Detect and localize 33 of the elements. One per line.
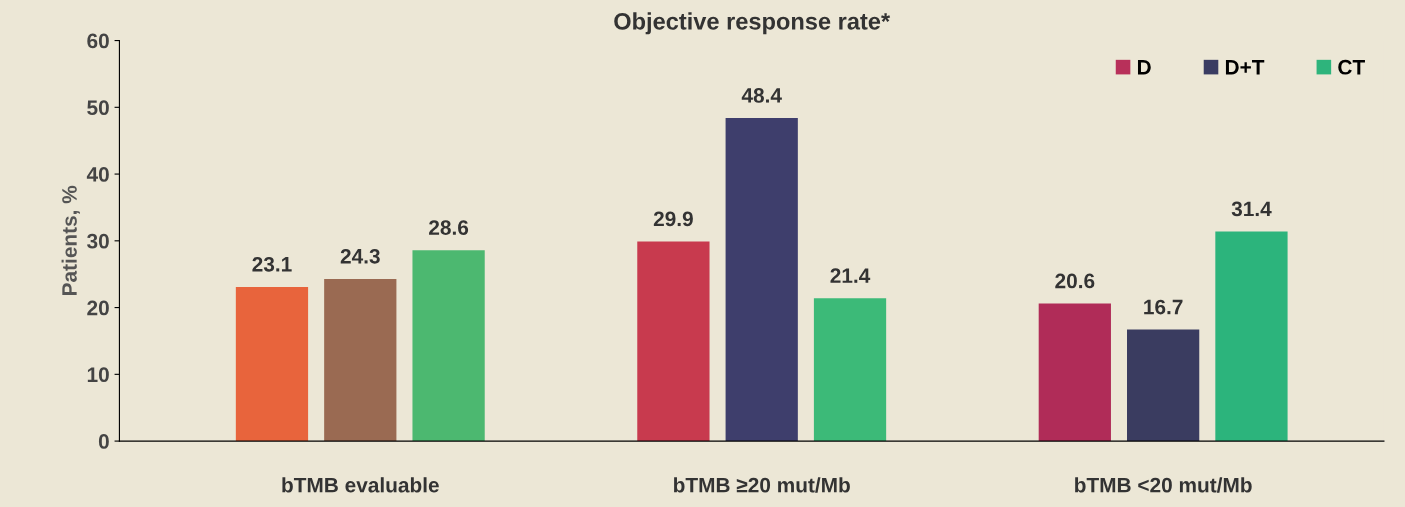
y-tick-label: 20	[87, 300, 109, 316]
data-label: 29.9	[653, 211, 693, 227]
data-label: 23.1	[252, 256, 292, 272]
bar	[1127, 329, 1200, 442]
bar	[324, 278, 397, 442]
y-tick-label: 50	[87, 100, 109, 116]
legend-label: CT	[1338, 59, 1365, 75]
x-tick-label: bTMB <20 mut/Mb	[1075, 477, 1252, 493]
data-label: 48.4	[741, 88, 782, 103]
data-label: 21.4	[830, 268, 871, 283]
data-label: 24.3	[340, 248, 380, 264]
y-tick-label: 60	[87, 33, 109, 49]
x-tick-label: bTMB evaluable	[282, 477, 439, 493]
data-label: 28.6	[429, 220, 469, 235]
data-label: 16.7	[1144, 299, 1183, 315]
data-label: 20.6	[1055, 273, 1095, 289]
bar	[1038, 303, 1111, 442]
data-label: 31.4	[1231, 201, 1272, 217]
y-tick-label: 10	[87, 367, 109, 383]
bar	[813, 298, 887, 442]
bar	[637, 241, 710, 442]
bar	[235, 286, 309, 442]
y-tick-label: 40	[86, 167, 109, 182]
y-tick-label: 30	[87, 233, 109, 249]
bar	[412, 250, 485, 442]
y-tick-label: 0	[98, 434, 109, 449]
bar	[1215, 231, 1288, 442]
bar	[725, 118, 798, 442]
legend-label: D+T	[1225, 60, 1265, 75]
y-axis-title: Patients, %	[61, 185, 80, 295]
chart-title: Objective response rate*	[614, 12, 891, 35]
legend-label: D	[1137, 60, 1151, 75]
x-tick-label: bTMB ≥20 mut/Mb	[674, 477, 850, 493]
